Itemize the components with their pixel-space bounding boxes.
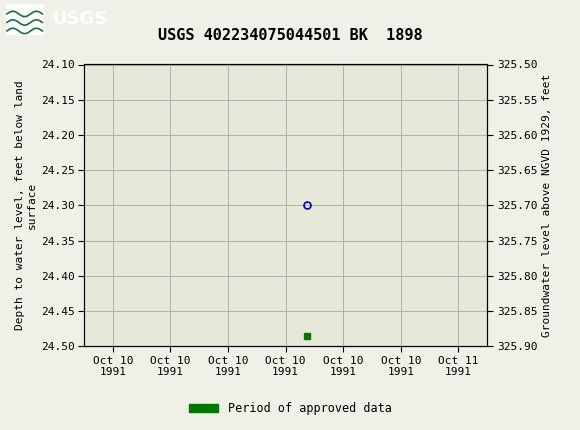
Bar xyxy=(6,4,44,35)
Y-axis label: Depth to water level, feet below land
surface: Depth to water level, feet below land su… xyxy=(15,80,37,330)
Text: USGS 402234075044501 BK  1898: USGS 402234075044501 BK 1898 xyxy=(158,28,422,43)
Text: USGS: USGS xyxy=(52,10,107,28)
Y-axis label: Groundwater level above NGVD 1929, feet: Groundwater level above NGVD 1929, feet xyxy=(542,74,552,337)
Legend: Period of approved data: Period of approved data xyxy=(184,397,396,420)
